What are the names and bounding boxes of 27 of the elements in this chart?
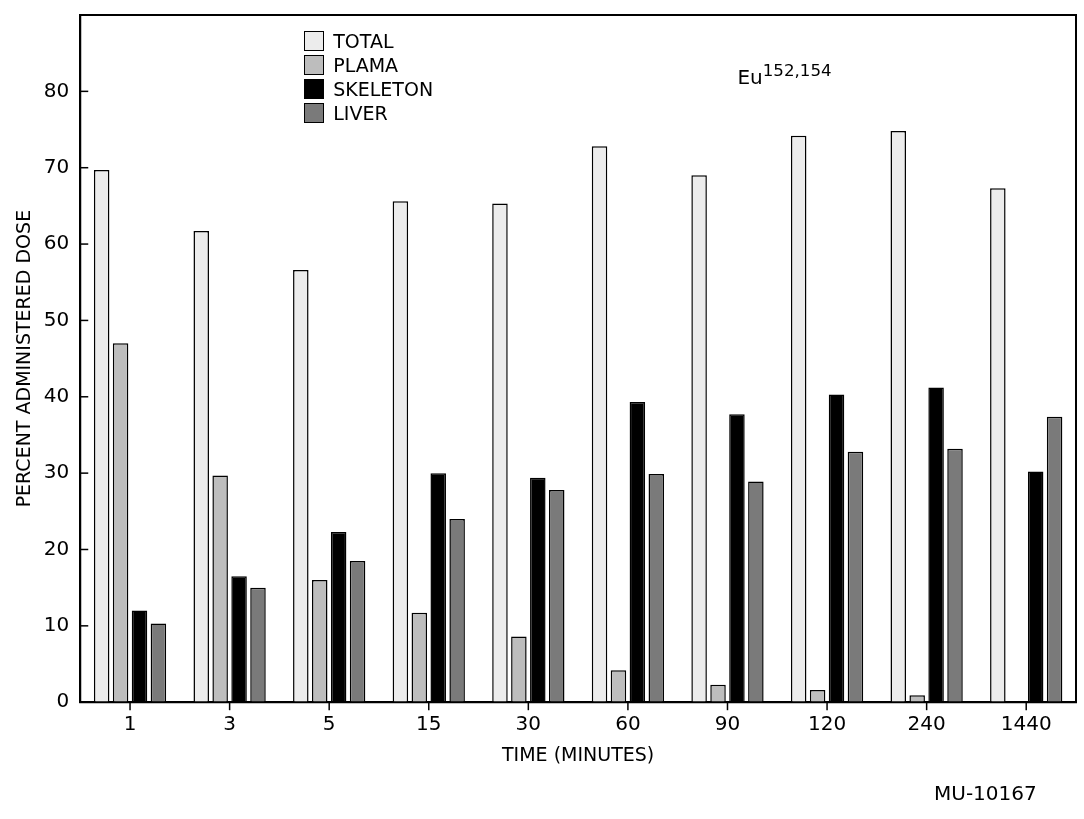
y-axis-title: PERCENT ADMINISTERED DOSE [12, 209, 35, 508]
x-tick-label: 30 [515, 711, 542, 736]
y-tick-label: 50 [43, 306, 70, 331]
x-axis-title: TIME (MINUTES) [500, 742, 655, 765]
text: MU-10167 [934, 781, 1037, 805]
y-tick-label: 40 [43, 382, 70, 407]
y-tick-label: 10 [43, 612, 70, 637]
y-tick-label: 70 [43, 153, 70, 178]
x-tick-label: 60 [615, 711, 641, 736]
x-tick-label: 240 [907, 711, 946, 736]
y-tick-label: 0 [56, 688, 70, 713]
legend-label: LIVER [333, 101, 388, 125]
x-tick-label: 1 [123, 711, 137, 736]
x-tick-label: 15 [416, 711, 442, 736]
legend-label: PLAMA [333, 53, 399, 77]
x-tick-label: 90 [714, 711, 741, 736]
x-tick-label: 5 [322, 711, 336, 736]
x-tick-label: 1440 [1000, 711, 1052, 736]
x-tick-label: 3 [223, 711, 236, 736]
y-tick-label: 60 [43, 230, 70, 255]
y-tick-label: 80 [43, 77, 70, 102]
legend-label: TOTAL [333, 29, 394, 53]
annotation: Eu$^{152,154}$ [737, 61, 832, 89]
y-tick-label: 20 [43, 535, 70, 560]
legend-label: SKELETON [333, 77, 434, 101]
y-tick-label: 30 [43, 459, 70, 484]
x-tick-label: 120 [807, 711, 847, 736]
